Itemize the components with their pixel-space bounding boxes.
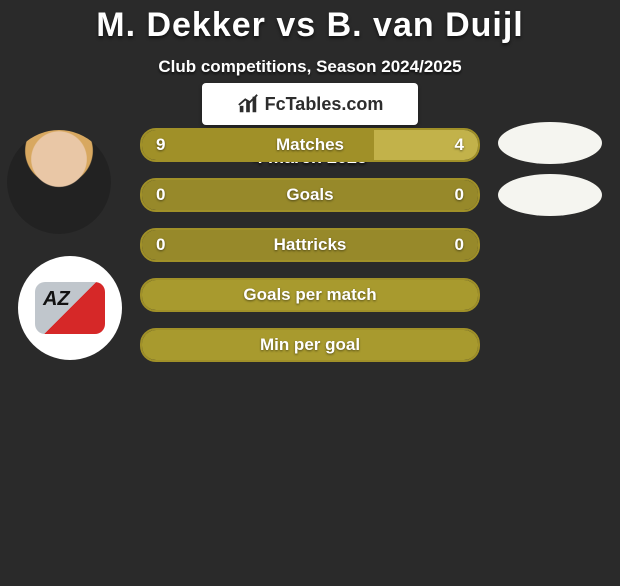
- stat-value-left: 9: [156, 130, 165, 160]
- stat-row-matches: Matches94: [140, 128, 480, 162]
- bar-right: [310, 180, 478, 210]
- az-logo-icon: [35, 282, 105, 334]
- comparison-bars: Matches94Goals00Hattricks00Goals per mat…: [140, 128, 480, 378]
- player-right-portrait-bottom: [498, 174, 602, 216]
- page-subtitle: Club competitions, Season 2024/2025: [0, 57, 620, 77]
- stat-value-right: 0: [455, 180, 464, 210]
- stat-row-min-per-goal: Min per goal: [140, 328, 480, 362]
- stat-value-right: 4: [455, 130, 464, 160]
- club-logo-left: [18, 256, 122, 360]
- bar-right: [310, 230, 478, 260]
- player-left-portrait: [7, 130, 111, 234]
- bar-left: [142, 180, 310, 210]
- stat-row-goals-per-match: Goals per match: [140, 278, 480, 312]
- page-title: M. Dekker vs B. van Duijl: [0, 6, 620, 45]
- stat-row-goals: Goals00: [140, 178, 480, 212]
- bar-left: [142, 330, 478, 360]
- stat-value-right: 0: [455, 230, 464, 260]
- brand-badge: FcTables.com: [202, 83, 418, 125]
- bar-left: [142, 280, 478, 310]
- stat-row-hattricks: Hattricks00: [140, 228, 480, 262]
- player-right-portrait-top: [498, 122, 602, 164]
- stat-value-left: 0: [156, 230, 165, 260]
- brand-text: FcTables.com: [265, 94, 384, 115]
- bars-icon: [237, 93, 259, 115]
- stat-value-left: 0: [156, 180, 165, 210]
- bar-left: [142, 230, 310, 260]
- bar-left: [142, 130, 374, 160]
